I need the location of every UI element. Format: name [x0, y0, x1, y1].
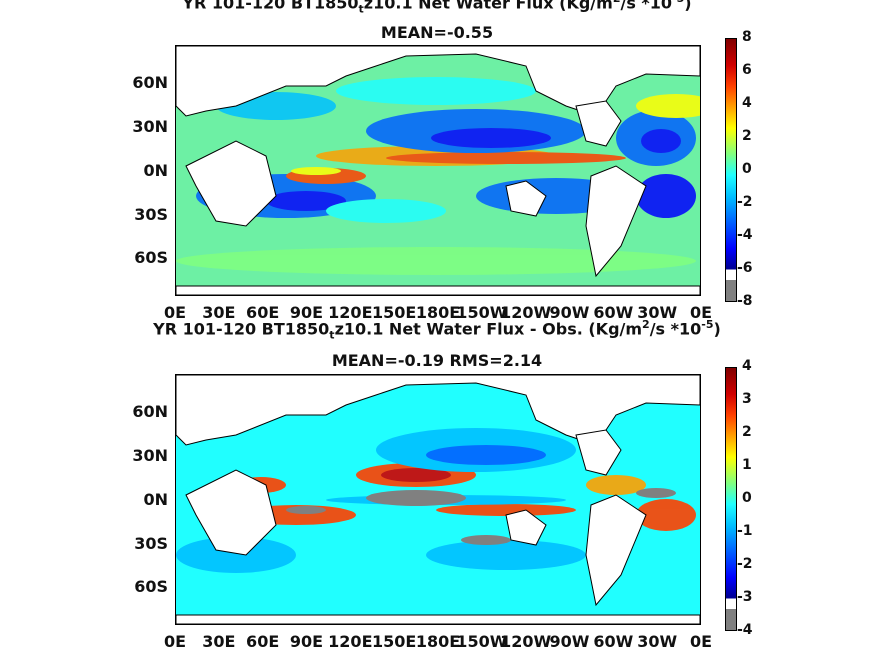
panel1-colorbar-tick: -6: [737, 260, 753, 276]
panel1-lat-60n: 60N: [132, 73, 168, 92]
panel1-colorbar-tick: 4: [742, 95, 752, 111]
panel2-lon-label: 180E: [415, 632, 461, 651]
panel2-colorbar-tick: 0: [742, 490, 752, 506]
panel1-lon-label: 120E: [328, 303, 373, 322]
panel1-map: [175, 45, 701, 296]
panel1-lon-label: 30E: [202, 303, 236, 322]
africa: [185, 140, 277, 227]
south-america: [585, 165, 647, 278]
panel2-colorbar-tick: -4: [737, 622, 753, 638]
panel1-lon-label: 90W: [549, 303, 590, 322]
panel1-subtitle: MEAN=-0.55: [380, 23, 494, 42]
panel1-colorbar-tick: -8: [737, 293, 753, 309]
north-landmass: [176, 46, 700, 117]
panel1-lon-label: 120W: [500, 303, 552, 322]
panel2-colorbar-tick: -1: [737, 523, 753, 539]
panel2-lon-label: 120W: [500, 632, 552, 651]
panel2-colorbar-tick: 1: [742, 457, 752, 473]
panel1-lon-label: 0E: [163, 303, 187, 322]
antarctica: [176, 285, 700, 295]
panel2-subtitle: MEAN=-0.19 RMS=2.14: [331, 351, 543, 370]
panel1-colorbar: [725, 38, 737, 302]
panel1-lat-0n: 0N: [143, 161, 168, 180]
panel2-colorbar: [725, 367, 737, 631]
panel2-lat-60n: 60N: [132, 402, 168, 421]
panel1-lon-label: 150W: [456, 303, 508, 322]
panel1-lon-label: 60E: [246, 303, 280, 322]
panel2-lon-label: 60W: [593, 632, 634, 651]
panel2-lon-label: 90E: [289, 632, 324, 651]
panel1-lon-label: 90E: [289, 303, 324, 322]
panel1-lat-30n: 30N: [132, 117, 168, 136]
panel2-colorbar-tick: 4: [742, 358, 752, 374]
australia: [505, 180, 547, 217]
panel1-lon-label: 0E: [689, 303, 713, 322]
panel1-lon-label: 30W: [637, 303, 678, 322]
panel1-lat-60s: 60S: [134, 248, 168, 267]
missing-region: [366, 490, 466, 506]
panel1-colorbar-tick: 6: [742, 62, 752, 78]
panel2-map: [175, 374, 701, 625]
panel2-lon-label: 150W: [456, 632, 508, 651]
panel1-lon-label: 60W: [593, 303, 634, 322]
panel1-colorbar-tick: -4: [737, 227, 753, 243]
panel2-lon-label: 30W: [637, 632, 678, 651]
panel1-colorbar-tick: 8: [742, 29, 752, 45]
panel2-lat-30s: 30S: [134, 534, 168, 553]
panel2-colorbar-tick: -2: [737, 556, 753, 572]
panel2-lon-label: 150E: [371, 632, 417, 651]
panel1-lat-30s: 30S: [134, 205, 168, 224]
panel2-lon-label: 0E: [689, 632, 713, 651]
panel2-colorbar-tick: 2: [742, 424, 752, 440]
north-america-south: [575, 100, 622, 147]
panel2-title: YR 101-120 BT1850tz10.1 Net Water Flux -…: [153, 318, 721, 342]
panel2-lat-0n: 0N: [143, 490, 168, 509]
panel1-title: YR 101-120 BT1850tz10.1 Net Water Flux (…: [182, 0, 692, 16]
panel1-lon-label: 150E: [371, 303, 417, 322]
panel1-lon-label: 180E: [415, 303, 461, 322]
panel2-lon-label: 30E: [202, 632, 236, 651]
panel1-colorbar-tick: 0: [742, 161, 752, 177]
panel2-lon-label: 120E: [328, 632, 373, 651]
panel2-colorbar-tick: -3: [737, 589, 753, 605]
panel2-lon-label: 60E: [246, 632, 280, 651]
panel1-colorbar-tick: 2: [742, 128, 752, 144]
panel2-lon-label: 0E: [163, 632, 187, 651]
panel2-colorbar-tick: 3: [742, 391, 752, 407]
panel2-lat-30n: 30N: [132, 446, 168, 465]
panel2-lat-60s: 60S: [134, 577, 168, 596]
panel2-lon-label: 90W: [549, 632, 590, 651]
panel1-colorbar-tick: -2: [737, 194, 753, 210]
